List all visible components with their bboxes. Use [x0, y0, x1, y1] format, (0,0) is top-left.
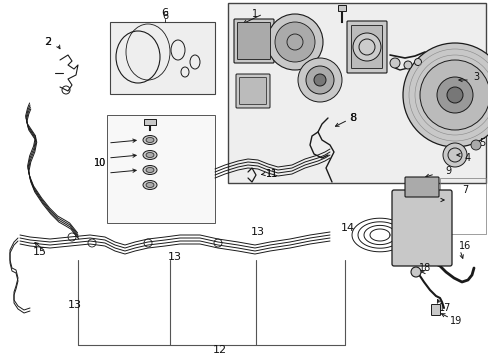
- Text: 4: 4: [464, 153, 470, 163]
- Text: 3: 3: [472, 72, 478, 82]
- Text: 8: 8: [349, 113, 355, 123]
- Text: 7: 7: [461, 185, 467, 195]
- FancyBboxPatch shape: [234, 19, 273, 63]
- Circle shape: [266, 14, 323, 70]
- Text: 12: 12: [212, 345, 226, 355]
- Text: 16: 16: [458, 241, 470, 251]
- Circle shape: [470, 140, 480, 150]
- Ellipse shape: [142, 135, 157, 144]
- Circle shape: [436, 77, 472, 113]
- Circle shape: [297, 58, 341, 102]
- Circle shape: [358, 39, 374, 55]
- FancyBboxPatch shape: [351, 26, 382, 68]
- Text: 15: 15: [33, 247, 47, 257]
- Text: 11: 11: [265, 169, 278, 179]
- Text: 6: 6: [161, 8, 168, 18]
- Circle shape: [403, 61, 411, 69]
- Bar: [143, 119, 156, 125]
- Ellipse shape: [146, 153, 154, 158]
- Circle shape: [410, 267, 420, 277]
- Ellipse shape: [142, 150, 157, 159]
- Circle shape: [419, 60, 488, 130]
- Text: 6: 6: [162, 11, 168, 21]
- Text: 13: 13: [68, 300, 82, 310]
- Circle shape: [313, 74, 325, 86]
- Ellipse shape: [142, 166, 157, 175]
- Text: 10: 10: [94, 158, 106, 168]
- Text: 2: 2: [45, 37, 51, 47]
- Text: 13: 13: [250, 227, 264, 237]
- Text: 1: 1: [251, 9, 258, 19]
- Circle shape: [414, 58, 421, 66]
- Circle shape: [447, 148, 461, 162]
- Text: 17: 17: [438, 303, 450, 313]
- Text: 10: 10: [94, 158, 106, 168]
- Bar: [227, 3, 485, 183]
- Bar: [110, 22, 215, 94]
- Text: 14: 14: [340, 223, 354, 233]
- Circle shape: [352, 33, 380, 61]
- FancyBboxPatch shape: [391, 190, 451, 266]
- Text: 13: 13: [168, 252, 182, 262]
- Bar: [439, 178, 485, 234]
- Ellipse shape: [142, 180, 157, 189]
- FancyBboxPatch shape: [237, 23, 270, 59]
- Circle shape: [389, 58, 399, 68]
- FancyBboxPatch shape: [430, 305, 440, 315]
- Circle shape: [402, 43, 488, 147]
- Ellipse shape: [146, 138, 154, 143]
- Ellipse shape: [146, 167, 154, 172]
- Text: 8: 8: [349, 113, 356, 123]
- FancyBboxPatch shape: [346, 21, 386, 73]
- Circle shape: [283, 30, 306, 54]
- Text: 9: 9: [444, 166, 450, 176]
- FancyBboxPatch shape: [404, 177, 438, 197]
- Text: 19: 19: [449, 316, 461, 326]
- Text: 2: 2: [44, 37, 51, 47]
- Text: 18: 18: [418, 263, 430, 273]
- Circle shape: [286, 34, 303, 50]
- Ellipse shape: [146, 183, 154, 188]
- Circle shape: [305, 66, 333, 94]
- Circle shape: [446, 87, 462, 103]
- Circle shape: [274, 22, 314, 62]
- Bar: [107, 115, 215, 223]
- FancyBboxPatch shape: [239, 77, 266, 104]
- Text: 11: 11: [265, 169, 278, 179]
- Bar: [337, 5, 346, 11]
- FancyBboxPatch shape: [236, 74, 269, 108]
- Text: 5: 5: [478, 138, 484, 148]
- Circle shape: [442, 143, 466, 167]
